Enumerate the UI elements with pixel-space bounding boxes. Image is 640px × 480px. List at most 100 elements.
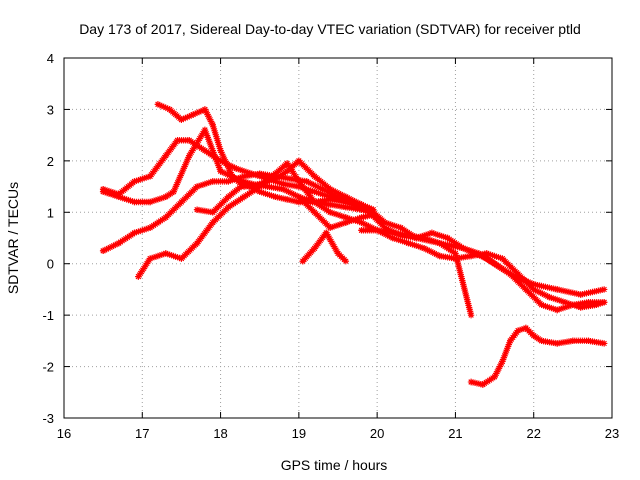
data-point [162, 214, 169, 221]
data-point [577, 304, 584, 311]
data-point [311, 173, 318, 180]
x-tick-label: 17 [135, 426, 149, 441]
data-point [334, 193, 342, 201]
data-point [479, 381, 487, 388]
data-point [233, 165, 240, 172]
data-point [319, 185, 326, 193]
data-point [272, 193, 279, 201]
data-point [186, 137, 193, 144]
data-point [436, 252, 443, 260]
data-point [389, 234, 396, 242]
data-point [146, 255, 154, 262]
data-point [201, 147, 209, 154]
data-point [154, 101, 162, 108]
data-point [420, 234, 428, 242]
data-point [217, 157, 224, 165]
data-point [373, 227, 381, 234]
data-point [240, 173, 248, 180]
y-tick-label: -1 [42, 308, 54, 323]
data-point [342, 203, 350, 211]
data-point [178, 116, 185, 123]
data-point [530, 281, 537, 288]
data-point [600, 340, 608, 347]
data-point [600, 299, 608, 306]
data-point [358, 214, 365, 221]
data-point [381, 224, 389, 231]
x-axis-label: GPS time / hours [281, 457, 388, 473]
data-point [189, 111, 197, 118]
data-point [326, 185, 334, 193]
y-tick-label: 2 [47, 154, 54, 169]
series-track-6 [193, 180, 377, 216]
data-point [209, 178, 216, 185]
data-point [358, 227, 365, 234]
data-point [593, 301, 600, 309]
data-point [326, 201, 334, 208]
data-point [311, 188, 318, 195]
data-point [538, 301, 545, 309]
x-tick-label: 23 [605, 426, 619, 441]
data-point [178, 255, 185, 262]
data-point [370, 206, 377, 213]
x-tick-label: 21 [448, 426, 462, 441]
series-track-7 [299, 229, 350, 265]
data-point [326, 224, 334, 231]
data-point [311, 245, 318, 252]
y-axis-label: SDTVAR / TECUs [5, 182, 21, 294]
chart-title: Day 173 of 2017, Sidereal Day-to-day VTE… [79, 21, 581, 37]
data-point [546, 293, 553, 301]
data-point [514, 270, 522, 278]
series-track-8 [295, 193, 377, 231]
data-point [131, 178, 138, 185]
data-point [229, 173, 236, 180]
data-point [256, 183, 263, 190]
data-point [342, 214, 350, 221]
data-point [522, 324, 530, 332]
data-point [483, 250, 490, 257]
data-point [131, 229, 138, 237]
data-point [507, 270, 514, 278]
data-point [295, 198, 303, 206]
data-point [146, 198, 154, 206]
data-point [225, 193, 232, 201]
data-point [397, 224, 404, 231]
data-point [225, 203, 232, 211]
data-point [334, 250, 342, 257]
data-point [280, 180, 287, 188]
data-point [326, 209, 334, 216]
data-point [420, 245, 428, 252]
data-point [115, 239, 122, 247]
data-point [280, 185, 287, 193]
data-point [256, 170, 263, 177]
data-point [162, 152, 169, 159]
y-tick-label: 4 [47, 51, 54, 66]
data-point [467, 252, 475, 260]
data-point [272, 170, 279, 177]
data-point [326, 196, 334, 203]
y-tick-label: 1 [47, 205, 54, 220]
data-point [209, 121, 216, 129]
x-tick-label: 16 [57, 426, 71, 441]
data-point [499, 358, 506, 365]
x-tick-label: 19 [292, 426, 306, 441]
data-point [554, 340, 561, 347]
data-point [217, 167, 224, 175]
data-point [323, 229, 330, 237]
data-point [436, 239, 443, 247]
data-point [240, 193, 248, 201]
data-point [287, 175, 295, 183]
data-point [264, 183, 271, 190]
data-point [240, 180, 248, 188]
x-tick-label: 22 [526, 426, 540, 441]
data-point [225, 178, 232, 185]
data-point [311, 209, 318, 216]
data-point [162, 250, 169, 257]
data-point [491, 373, 498, 381]
data-point [342, 193, 350, 201]
data-point [201, 126, 209, 134]
data-point [358, 219, 365, 226]
data-point [115, 191, 122, 198]
data-point [166, 106, 173, 113]
data-point [444, 234, 451, 242]
data-point [389, 229, 396, 237]
